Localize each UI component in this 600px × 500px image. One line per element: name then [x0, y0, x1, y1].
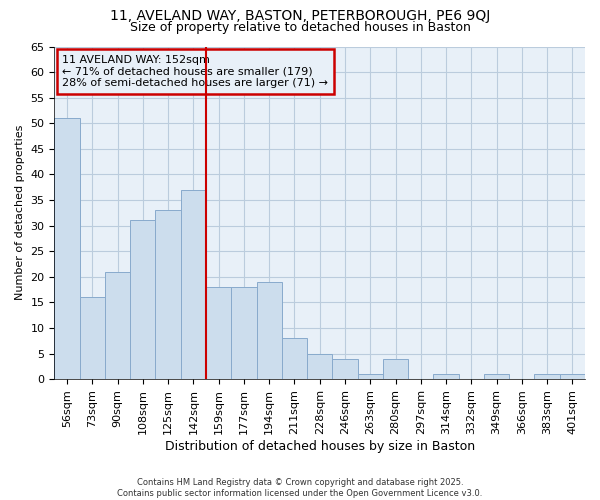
Bar [282, 338, 307, 379]
Bar [433, 374, 458, 379]
Text: 11, AVELAND WAY, BASTON, PETERBOROUGH, PE6 9QJ: 11, AVELAND WAY, BASTON, PETERBOROUGH, P… [110, 9, 490, 23]
Y-axis label: Number of detached properties: Number of detached properties [15, 125, 25, 300]
Bar [55, 118, 80, 379]
Bar [231, 287, 257, 379]
Bar [535, 374, 560, 379]
Bar [80, 297, 105, 379]
Text: Size of property relative to detached houses in Baston: Size of property relative to detached ho… [130, 22, 470, 35]
Bar [358, 374, 383, 379]
Bar [105, 272, 130, 379]
Bar [307, 354, 332, 379]
Bar [181, 190, 206, 379]
X-axis label: Distribution of detached houses by size in Baston: Distribution of detached houses by size … [164, 440, 475, 452]
Text: Contains HM Land Registry data © Crown copyright and database right 2025.
Contai: Contains HM Land Registry data © Crown c… [118, 478, 482, 498]
Bar [155, 210, 181, 379]
Bar [332, 358, 358, 379]
Bar [383, 358, 408, 379]
Text: 11 AVELAND WAY: 152sqm
← 71% of detached houses are smaller (179)
28% of semi-de: 11 AVELAND WAY: 152sqm ← 71% of detached… [62, 55, 328, 88]
Bar [484, 374, 509, 379]
Bar [206, 287, 231, 379]
Bar [130, 220, 155, 379]
Bar [560, 374, 585, 379]
Bar [257, 282, 282, 379]
